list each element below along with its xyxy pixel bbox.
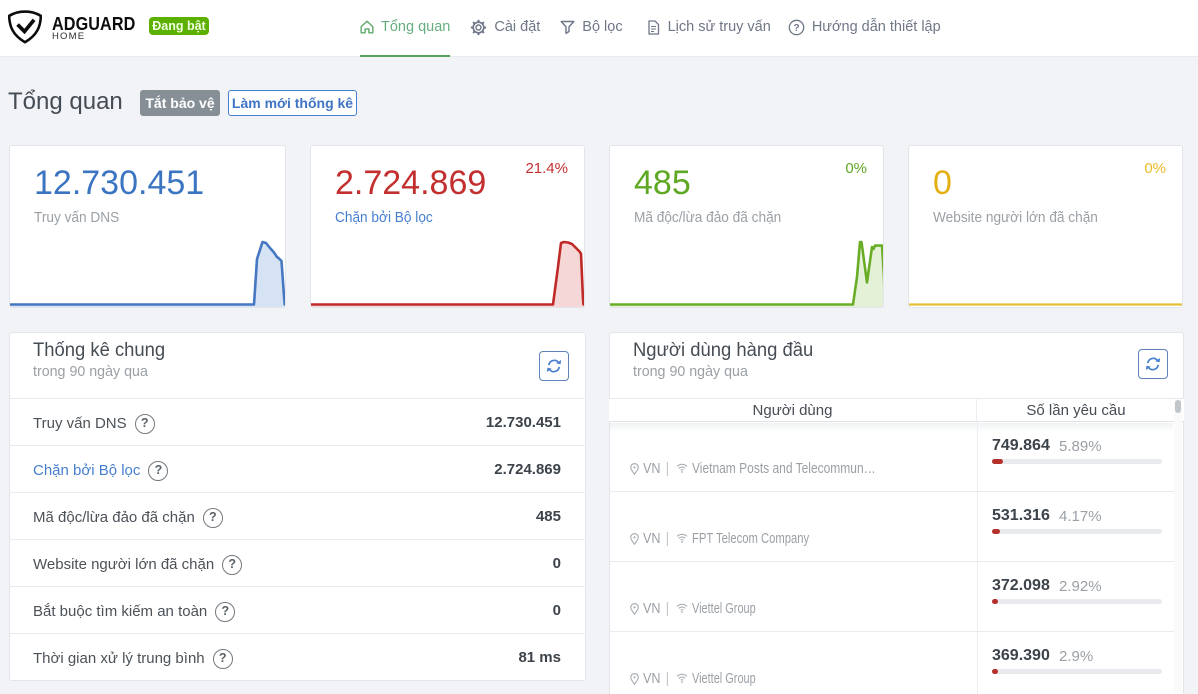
svg-text:?: ? — [793, 23, 799, 34]
